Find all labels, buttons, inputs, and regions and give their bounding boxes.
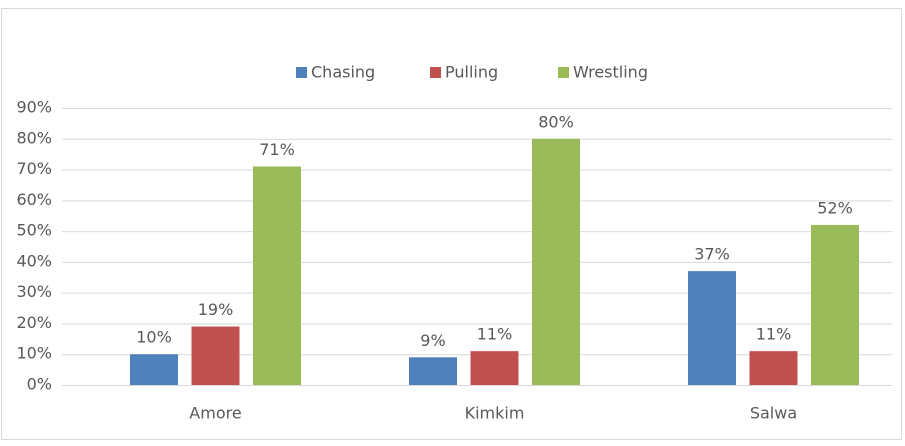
y-tick-label: 90% (16, 98, 52, 117)
legend-label: Pulling (445, 63, 498, 82)
data-label: 37% (694, 245, 730, 264)
legend-swatch (558, 67, 569, 78)
bar (253, 166, 301, 385)
y-tick-label: 60% (16, 190, 52, 209)
bar (409, 357, 457, 385)
bar (470, 351, 519, 385)
bar (811, 224, 859, 385)
y-tick-label: 50% (16, 221, 52, 240)
y-tick-label: 80% (16, 128, 52, 147)
x-tick-label: Amore (189, 404, 241, 423)
data-label: 71% (259, 140, 295, 159)
y-tick-label: 10% (16, 344, 52, 363)
legend-label: Chasing (311, 63, 375, 82)
y-tick-label: 70% (16, 159, 52, 178)
data-label: 11% (756, 325, 792, 344)
data-label: 9% (420, 331, 445, 350)
x-tick-label: Kimkim (465, 404, 525, 423)
x-tick-label: Salwa (750, 404, 797, 423)
bar (749, 351, 798, 385)
legend-label: Wrestling (573, 63, 648, 82)
y-tick-label: 20% (16, 313, 52, 332)
legend-swatch (430, 67, 441, 78)
legend-swatch (296, 67, 307, 78)
data-label: 11% (477, 325, 513, 344)
bar (688, 271, 736, 385)
data-label: 52% (817, 198, 853, 217)
data-label: 80% (538, 112, 574, 131)
bar (191, 326, 240, 385)
data-label: 19% (198, 300, 234, 319)
y-tick-label: 30% (16, 282, 52, 301)
y-tick-label: 0% (27, 375, 52, 394)
bar (130, 354, 178, 385)
data-label: 10% (136, 328, 172, 347)
bar (532, 138, 580, 385)
y-tick-label: 40% (16, 251, 52, 270)
